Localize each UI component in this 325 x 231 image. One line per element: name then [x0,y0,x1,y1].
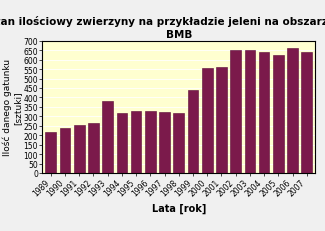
Bar [46,132,56,173]
Bar [145,111,156,173]
Bar [117,114,127,173]
Bar [102,102,113,173]
Bar [202,69,213,173]
Title: Stan ilościowy zwierzyny na przykładzie jeleni na obszarze złoża
BMB: Stan ilościowy zwierzyny na przykładzie … [0,16,325,40]
Bar [244,51,255,173]
Bar [60,129,70,173]
Bar [188,91,198,173]
Bar [273,56,284,173]
Bar [74,126,84,173]
Bar [301,53,312,173]
Bar [230,51,241,173]
Bar [174,114,184,173]
Bar [287,49,298,173]
X-axis label: Lata [rok]: Lata [rok] [151,203,206,213]
Bar [259,53,269,173]
Bar [159,113,170,173]
Bar [88,123,99,173]
Bar [216,68,227,173]
Y-axis label: Ilość danego gatunku
[sztuki]: Ilość danego gatunku [sztuki] [2,59,22,156]
Bar [131,111,141,173]
